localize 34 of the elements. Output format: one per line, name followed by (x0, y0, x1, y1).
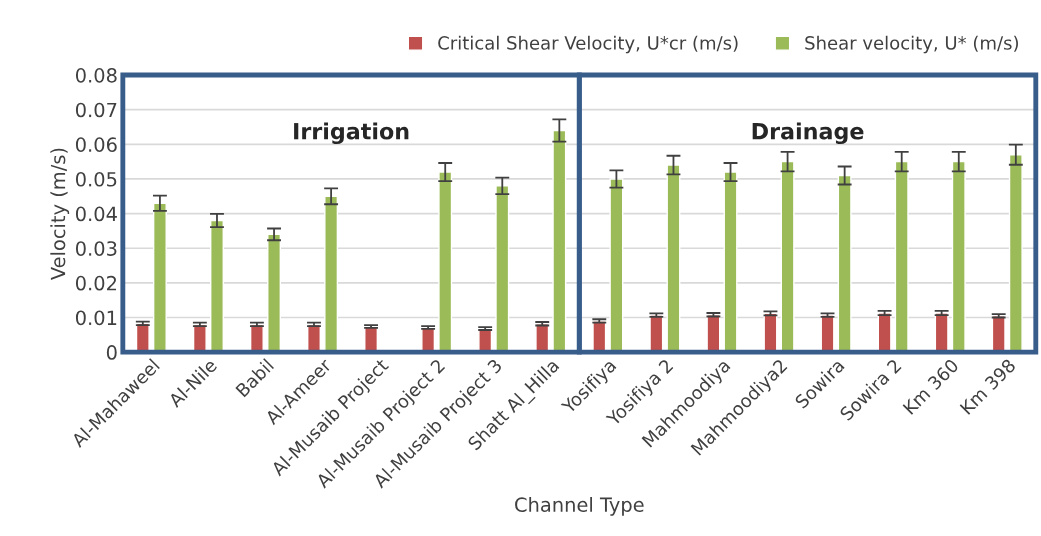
bar (1008, 154, 1023, 353)
bar (991, 315, 1006, 353)
legend-label: Critical Shear Velocity, U*cr (m/s) (438, 35, 738, 54)
bar (706, 314, 721, 353)
bar (552, 129, 567, 353)
y-tick-label: 0 (106, 345, 117, 360)
bar (666, 164, 681, 353)
y-tick-label: 0.01 (75, 310, 117, 326)
annotation: Drainage (752, 122, 864, 145)
bar (438, 171, 453, 353)
x-tick-label: Km 360 (902, 358, 960, 415)
bar (152, 202, 167, 353)
bar (780, 160, 795, 353)
bar (894, 160, 909, 353)
y-tick-label: 0.04 (75, 206, 117, 222)
bar (609, 178, 624, 353)
bar (763, 312, 778, 353)
legend-label: Shear velocity, U* (m/s) (805, 35, 1018, 54)
y-tick-label: 0.06 (75, 137, 117, 152)
y-axis-title: Velocity (m/s) (50, 148, 70, 281)
bar (951, 160, 966, 353)
y-tick-label: 0.02 (75, 275, 117, 291)
bar (837, 174, 852, 353)
y-tick-label: 0.03 (75, 241, 117, 256)
bar (723, 171, 738, 353)
y-tick-label: 0.08 (75, 68, 117, 83)
y-tick-label: 0.05 (75, 171, 117, 187)
bar (495, 185, 510, 353)
bar (324, 195, 339, 353)
annotation: Irrigation (294, 122, 409, 145)
y-tick-label: 0.07 (75, 102, 117, 118)
x-axis-title: Channel Type (515, 496, 644, 516)
bar (210, 219, 224, 353)
bar (267, 233, 282, 353)
